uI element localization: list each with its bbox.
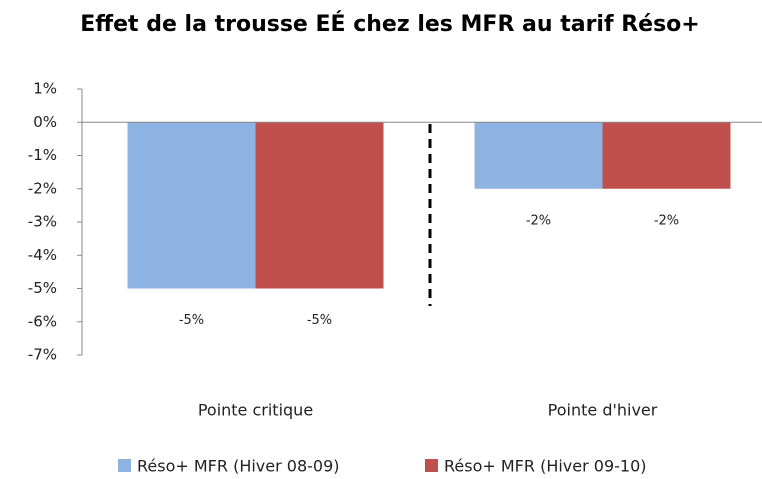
y-tick-label: -1%: [28, 146, 57, 164]
y-tick-label: 0%: [33, 113, 57, 131]
y-tick-label: -2%: [28, 179, 57, 197]
legend-label: Réso+ MFR (Hiver 08-09): [137, 457, 340, 476]
value-label: -5%: [179, 313, 204, 328]
bar: [602, 122, 731, 189]
y-tick-label: -3%: [28, 213, 57, 231]
x-tick-label: Pointe d'hiver: [548, 401, 658, 420]
chart-title: Effet de la trousse EÉ chez les MFR au t…: [80, 12, 700, 37]
bar: [474, 122, 603, 189]
y-tick-label: -4%: [28, 246, 57, 264]
bar: [127, 122, 256, 289]
value-label: -5%: [307, 313, 332, 328]
legend-label: Réso+ MFR (Hiver 09-10): [444, 457, 647, 476]
value-label: -2%: [654, 213, 679, 228]
legend-swatch: [425, 459, 438, 472]
x-tick-label: Pointe critique: [198, 401, 313, 420]
y-tick-label: -7%: [28, 346, 57, 364]
y-tick-label: -6%: [28, 312, 57, 330]
bar: [255, 122, 384, 289]
value-label: -2%: [526, 213, 551, 228]
y-tick-label: 1%: [33, 80, 57, 98]
legend-swatch: [118, 459, 131, 472]
y-tick-label: -5%: [28, 279, 57, 297]
